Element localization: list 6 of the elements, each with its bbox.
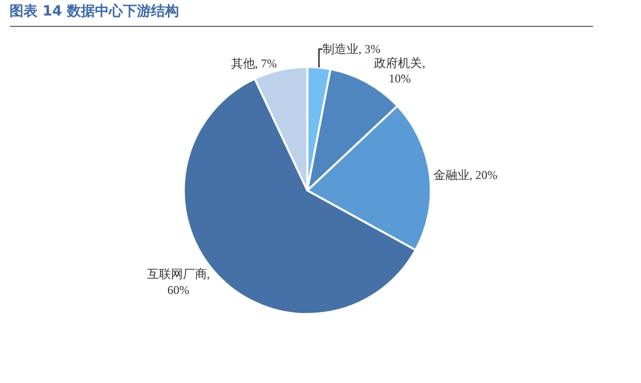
slice-label: 其他, 7%	[230, 56, 277, 70]
slice-label: 金融业, 20%	[433, 168, 498, 182]
chart-title: 图表 14 数据中心下游结构	[10, 2, 179, 20]
slice-label: 制造业, 3%	[322, 42, 380, 56]
slice-label: 互联网厂商, 60%	[146, 267, 210, 297]
slice-label: 政府机关, 10%	[374, 56, 426, 86]
